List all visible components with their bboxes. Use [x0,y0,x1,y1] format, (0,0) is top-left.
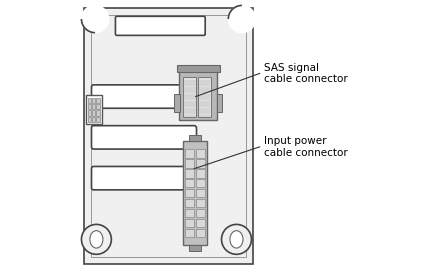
Bar [88,117,91,122]
Bar [96,117,100,122]
Bar [92,104,95,109]
Bar [185,149,194,157]
Bar [198,77,211,117]
Bar [185,169,194,178]
Bar [96,104,100,109]
Bar [196,159,205,168]
Bar [185,189,194,197]
Bar [96,110,100,116]
Bar [196,179,205,187]
Wedge shape [228,5,256,33]
Bar [88,110,91,116]
Bar [196,169,205,178]
Wedge shape [81,5,109,33]
Ellipse shape [90,231,103,248]
Circle shape [81,224,112,254]
FancyBboxPatch shape [115,16,205,35]
Bar [185,219,194,227]
Bar [185,179,194,187]
FancyBboxPatch shape [92,126,196,149]
Bar [185,209,194,217]
Bar [84,8,253,264]
Bar [92,117,95,122]
Bar [184,77,196,117]
Bar [196,149,205,157]
Text: SAS signal
cable connector: SAS signal cable connector [264,63,347,84]
Bar [86,95,102,124]
Bar [92,110,95,116]
Bar [185,199,194,207]
Bar [196,199,205,207]
Bar [179,71,218,120]
Bar [189,135,201,141]
Bar [189,245,201,251]
Bar [88,104,91,109]
Bar [217,94,222,112]
Bar [177,65,220,72]
Bar [88,98,91,103]
Bar [196,229,205,237]
Bar [92,98,95,103]
Bar [196,209,205,217]
Ellipse shape [230,231,243,248]
Circle shape [221,224,251,254]
Bar [185,229,194,237]
Bar [196,189,205,197]
Bar [91,15,246,257]
FancyBboxPatch shape [92,166,196,190]
FancyBboxPatch shape [92,85,196,108]
Bar [174,94,180,112]
Bar [96,98,100,103]
Bar [185,159,194,168]
Text: Input power
cable connector: Input power cable connector [264,136,347,158]
Bar [184,141,206,245]
Bar [196,219,205,227]
